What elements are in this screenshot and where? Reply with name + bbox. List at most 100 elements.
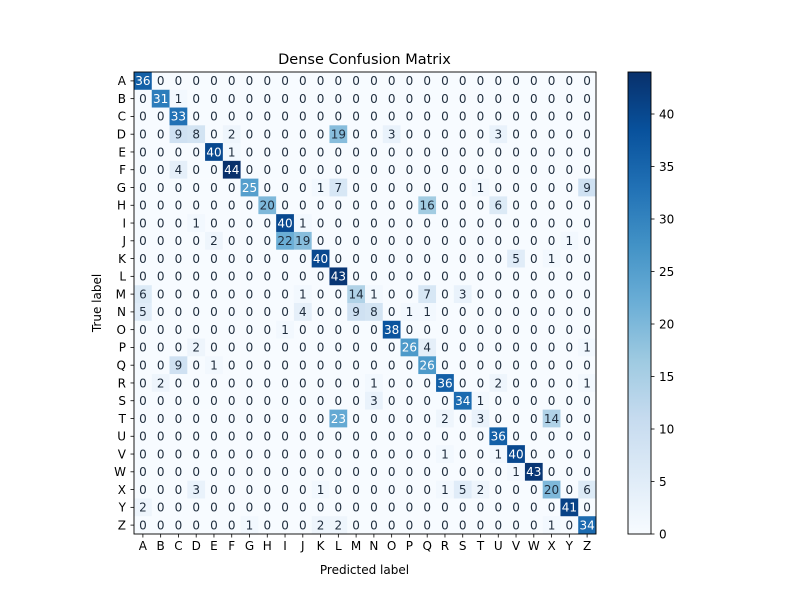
cell-value-label: 0 [263,287,271,301]
heatmap-cell [453,72,472,91]
x-tick-label: Y [565,539,574,553]
heatmap-cell [542,498,561,517]
cell-value-label: 0 [263,465,271,479]
cell-value-label: 0 [192,501,200,515]
cell-value-label: 0 [530,358,538,372]
heatmap-cell [293,89,312,108]
heatmap-cell [524,391,543,410]
heatmap-cell [560,125,579,144]
cell-value-label: 0 [423,430,431,444]
heatmap-cell [276,196,295,215]
heatmap-cell [134,356,153,375]
cell-value-label: 0 [210,270,218,284]
cell-value-label: 0 [317,216,325,230]
heatmap-cell [400,338,419,357]
cell-value-label: 0 [192,110,200,124]
heatmap-cell [507,391,526,410]
heatmap-cell [489,356,508,375]
cell-value-label: 0 [423,323,431,337]
heatmap-cell [169,267,188,286]
heatmap-cell [293,231,312,250]
cell-value-label: 0 [175,216,183,230]
heatmap-cell [524,285,543,304]
heatmap-cell [205,267,224,286]
cell-value-label: 0 [210,501,218,515]
cell-value-label: 0 [228,252,236,266]
cell-value-label: 0 [494,341,502,355]
cell-value-label: 0 [477,163,485,177]
cell-value-label: 0 [317,341,325,355]
cell-value-label: 0 [192,199,200,213]
heatmap-cell [453,143,472,162]
heatmap-cell [151,125,170,144]
cell-value-label: 0 [281,270,289,284]
heatmap-cell [329,303,348,322]
heatmap-cell [436,356,455,375]
heatmap-cell [134,267,153,286]
heatmap-cell [205,516,224,535]
heatmap-cell [151,356,170,375]
heatmap-cell [258,285,277,304]
cell-value-label: 0 [175,199,183,213]
heatmap-cell [151,427,170,446]
heatmap-cell [400,409,419,428]
cell-value-label: 0 [388,305,396,319]
cell-value-label: 0 [263,110,271,124]
heatmap-cell [240,249,259,268]
cell-value-label: 0 [583,163,591,177]
cell-value-label: 0 [299,394,307,408]
heatmap-cell [347,285,366,304]
heatmap-cell [293,267,312,286]
cell-value-label: 0 [210,305,218,319]
heatmap-cell [151,72,170,91]
heatmap-cell [382,498,401,517]
cell-value-label: 0 [566,465,574,479]
cell-value-label: 1 [477,181,485,195]
heatmap-cell [507,498,526,517]
cell-value-label: 0 [566,145,574,159]
heatmap-cell [258,214,277,233]
heatmap-cell [542,231,561,250]
cell-value-label: 0 [246,127,254,141]
cell-value-label: 0 [530,483,538,497]
heatmap-cell [524,516,543,535]
heatmap-cell [400,214,419,233]
cell-value-label: 0 [210,465,218,479]
cell-value-label: 0 [459,270,467,284]
heatmap-cell [205,285,224,304]
heatmap-cell [276,214,295,233]
heatmap-cell [400,480,419,499]
cell-value-label: 1 [317,483,325,497]
cell-value-label: 36 [491,430,506,444]
heatmap-cell [222,356,241,375]
cell-value-label: 0 [317,447,325,461]
cell-value-label: 0 [192,92,200,106]
cell-value-label: 1 [210,358,218,372]
heatmap-cell [436,267,455,286]
cell-value-label: 0 [352,216,360,230]
cell-value-label: 0 [370,216,378,230]
heatmap-cell [471,338,490,357]
cell-value-label: 0 [566,394,574,408]
heatmap-cell [293,409,312,428]
y-tick-label: P [119,341,126,355]
cell-value-label: 0 [583,465,591,479]
cell-value-label: 0 [583,287,591,301]
heatmap-cell [311,516,330,535]
cell-value-label: 0 [494,163,502,177]
cell-value-label: 0 [157,341,165,355]
cell-value-label: 7 [423,287,431,301]
y-tick-label: E [118,145,126,159]
heatmap-cell [489,427,508,446]
cell-value-label: 0 [335,110,343,124]
y-tick-label: K [118,252,127,266]
cell-value-label: 1 [299,287,307,301]
heatmap-cell [524,178,543,197]
heatmap-cell [169,72,188,91]
heatmap-cell [169,480,188,499]
cell-value-label: 0 [352,430,360,444]
heatmap-cell [222,320,241,339]
cell-value-label: 0 [317,199,325,213]
heatmap-cell [382,374,401,393]
